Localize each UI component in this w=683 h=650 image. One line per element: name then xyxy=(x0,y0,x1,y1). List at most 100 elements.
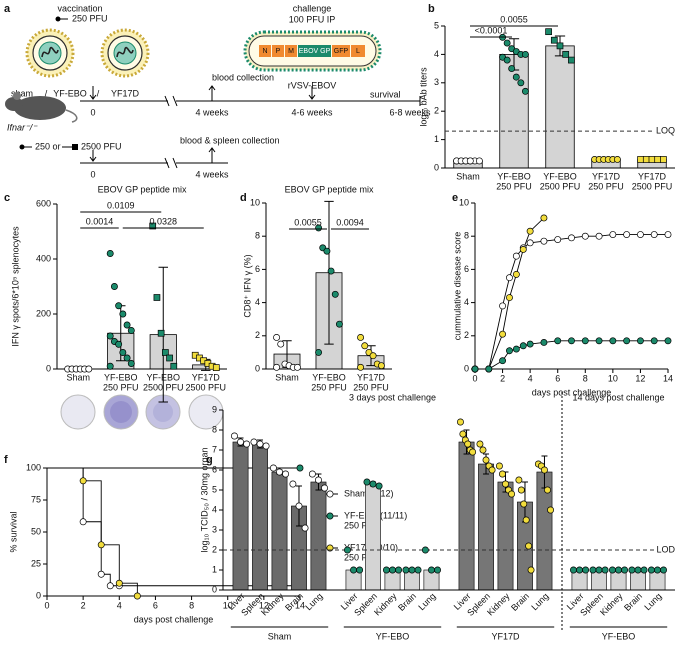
panel-label: c xyxy=(4,192,10,204)
data-point xyxy=(363,478,371,486)
data-point xyxy=(642,156,650,163)
x-tick-label: YF-EBO xyxy=(312,372,346,382)
data-point xyxy=(520,500,528,508)
data-point xyxy=(636,231,644,238)
x-tick-label: 6 xyxy=(153,600,158,610)
label: 6-8 weeks xyxy=(389,107,431,117)
label: YF-EBO xyxy=(53,88,87,98)
data-point xyxy=(335,320,343,328)
data-point xyxy=(517,79,525,87)
data-point xyxy=(660,566,667,574)
p-value: 0.0055 xyxy=(500,14,528,24)
timeline xyxy=(80,147,228,169)
data-point xyxy=(301,524,309,532)
reference-label: LOQ xyxy=(656,125,675,135)
y-tick-label: 6 xyxy=(212,464,217,474)
data-point xyxy=(323,247,331,255)
panel-label: d xyxy=(240,192,247,204)
bar xyxy=(271,471,288,591)
data-point xyxy=(308,470,316,478)
data-point xyxy=(170,362,178,370)
x-tick-label: YF17D xyxy=(192,372,221,382)
data-point xyxy=(127,327,135,334)
gene: M xyxy=(288,48,294,55)
bar xyxy=(365,483,381,591)
data-point xyxy=(344,546,351,554)
panel-label: a xyxy=(4,3,11,15)
y-tick-label: 4 xyxy=(255,297,260,307)
schematic: vaccination 250 PFU sham / YF-EBO / YF17… xyxy=(5,3,431,179)
bar xyxy=(545,45,575,169)
y-tick-label: 0 xyxy=(255,363,260,373)
x-tick-label: Lung xyxy=(642,591,663,612)
label: Ifnar⁻/⁻ xyxy=(7,122,38,132)
y-axis-label: cummulative disease score xyxy=(452,232,462,341)
data-point xyxy=(544,486,551,494)
gene: N xyxy=(262,48,267,55)
data-point xyxy=(595,337,603,345)
virus-icon xyxy=(100,28,150,78)
data-point xyxy=(623,337,631,345)
annotation: 3 days post challenge xyxy=(349,392,436,402)
x-tick-label: YF-EBO xyxy=(146,372,180,382)
data-point xyxy=(375,482,383,490)
data-point xyxy=(97,570,105,578)
data-point xyxy=(361,342,369,350)
y-tick-label: 200 xyxy=(36,308,51,318)
label: 250 or xyxy=(35,141,61,151)
label: 4-6 weeks xyxy=(291,107,333,117)
data-point xyxy=(289,480,297,488)
data-point xyxy=(568,337,575,345)
data-point xyxy=(519,246,527,253)
icon xyxy=(72,144,78,150)
data-point xyxy=(568,56,575,64)
virus-icon xyxy=(25,28,75,78)
data-point xyxy=(562,51,570,58)
data-point xyxy=(133,592,141,600)
x-tick-label: 10 xyxy=(223,600,233,610)
gene: GFP xyxy=(334,48,349,55)
data-point xyxy=(377,362,385,370)
data-point xyxy=(269,464,277,472)
y-tick-label: 1 xyxy=(212,564,217,574)
data-point xyxy=(115,340,123,348)
label: blood collection xyxy=(212,72,274,82)
data-point xyxy=(613,156,621,163)
x-tick-label: Lung xyxy=(303,591,324,612)
panel-label: b xyxy=(428,3,435,15)
x-tick-label: 6 xyxy=(555,373,560,383)
data-point xyxy=(540,237,548,245)
gene-box xyxy=(259,45,271,57)
x-tick-label: 12 xyxy=(635,373,645,383)
data-point xyxy=(115,302,123,310)
data-point xyxy=(508,490,516,498)
y-tick-label: 6 xyxy=(464,264,469,274)
y-axis-label: IFN γ spots/6*10⁵ splenocytes xyxy=(10,226,20,347)
data-point xyxy=(515,476,523,484)
data-point xyxy=(421,546,429,554)
data-point xyxy=(231,432,238,440)
y-axis-label: log₁₀ TCID₅₀ / 30mg organ xyxy=(199,447,209,552)
data-point xyxy=(541,466,548,474)
x-tick-label: YF17D xyxy=(357,372,386,382)
label: 0 xyxy=(90,107,95,117)
gene: P xyxy=(276,48,281,55)
y-tick-label: 25 xyxy=(31,558,41,568)
x-tick-label: 2500 PFU xyxy=(632,181,673,191)
label: blood & spleen collection xyxy=(180,135,280,145)
data-point xyxy=(512,73,520,81)
data-point xyxy=(664,337,672,345)
y-tick-label: 5 xyxy=(434,20,439,30)
data-point xyxy=(277,340,285,348)
x-tick-label: Sham xyxy=(456,171,480,181)
y-tick-label: 9 xyxy=(212,404,217,414)
panel-label: e xyxy=(452,192,458,204)
data-point xyxy=(506,294,513,302)
x-tick-label: Lung xyxy=(529,591,550,612)
data-point xyxy=(149,222,157,230)
y-tick-label: 2 xyxy=(434,106,439,116)
bar xyxy=(478,463,494,591)
data-point xyxy=(166,354,173,362)
y-tick-label: 8 xyxy=(212,424,217,434)
data-point xyxy=(408,566,416,574)
